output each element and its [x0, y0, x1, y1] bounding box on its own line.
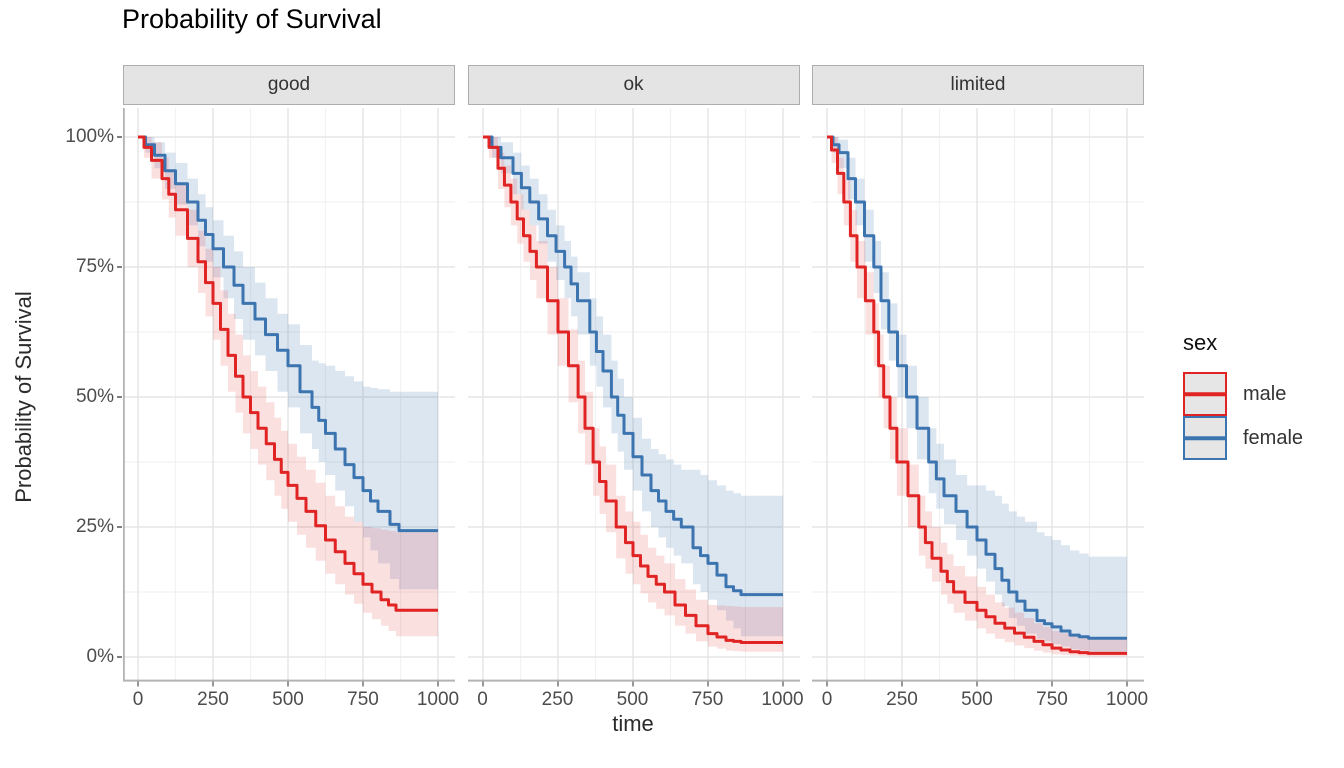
x-tick-label: 750 — [347, 689, 379, 710]
facet-panel-good — [123, 108, 455, 687]
x-tick-label: 500 — [272, 689, 304, 710]
legend-title: sex — [1183, 330, 1218, 355]
facet-strip-label: good — [267, 74, 311, 95]
y-tick-mark — [117, 266, 122, 268]
legend-key-line — [1185, 436, 1225, 440]
x-tick-label: 1000 — [416, 689, 460, 710]
female-survival-curve — [827, 135, 1127, 640]
facet-panel-limited — [812, 108, 1144, 687]
y-tick-label: 0% — [86, 646, 114, 667]
facet-strip-good: good — [123, 65, 455, 105]
y-tick-mark — [117, 526, 122, 528]
facet-strip-ok: ok — [467, 65, 800, 105]
x-tick-label: 750 — [1036, 689, 1068, 710]
y-tick-label: 75% — [75, 256, 114, 277]
x-tick-label: 0 — [821, 689, 833, 710]
x-tick-label: 0 — [477, 689, 488, 710]
y-tick-label: 50% — [75, 386, 114, 407]
x-tick-label: 750 — [691, 689, 724, 710]
y-axis-title: Probability of Survival — [11, 291, 36, 503]
legend-label: male — [1243, 383, 1287, 405]
facet-strip-label: limited — [950, 74, 1006, 95]
y-tick-label: 100% — [65, 126, 114, 147]
male-survival-curve — [827, 135, 1127, 655]
legend-entry-female: female — [1183, 416, 1341, 460]
legend-key-swatch — [1183, 372, 1227, 416]
female-survival-curve — [482, 135, 783, 597]
legend-entry-male: male — [1183, 372, 1341, 416]
x-tick-label: 500 — [961, 689, 993, 710]
legend-label: female — [1243, 427, 1304, 449]
male-survival-curve — [138, 135, 438, 612]
legend-key-line — [1185, 392, 1225, 396]
x-tick-label: 500 — [616, 689, 649, 710]
y-tick-label: 25% — [75, 516, 114, 537]
legend-key-swatch — [1183, 416, 1227, 460]
female-confidence-band — [482, 137, 783, 637]
legend-keys: male female — [1183, 372, 1341, 460]
y-tick-mark — [117, 136, 122, 138]
x-axis-title: time — [612, 711, 654, 736]
facet-strip-label: ok — [623, 74, 644, 95]
male-confidence-band — [138, 137, 438, 637]
x-tick-label: 250 — [886, 689, 918, 710]
male-survival-curve — [482, 135, 783, 644]
facet-strip-limited: limited — [812, 65, 1144, 105]
x-tick-label: 250 — [197, 689, 229, 710]
x-tick-label: 1000 — [1105, 689, 1149, 710]
x-tick-label: 0 — [132, 689, 144, 710]
x-tick-label: 1000 — [761, 689, 804, 710]
y-tick-mark — [117, 656, 122, 658]
legend: sex male female — [1183, 330, 1341, 460]
plot-title: Probability of Survival — [122, 4, 382, 34]
x-tick-label: 250 — [541, 689, 574, 710]
y-tick-mark — [117, 396, 122, 398]
facet-panel-ok — [467, 108, 800, 687]
female-survival-curve — [138, 135, 438, 533]
